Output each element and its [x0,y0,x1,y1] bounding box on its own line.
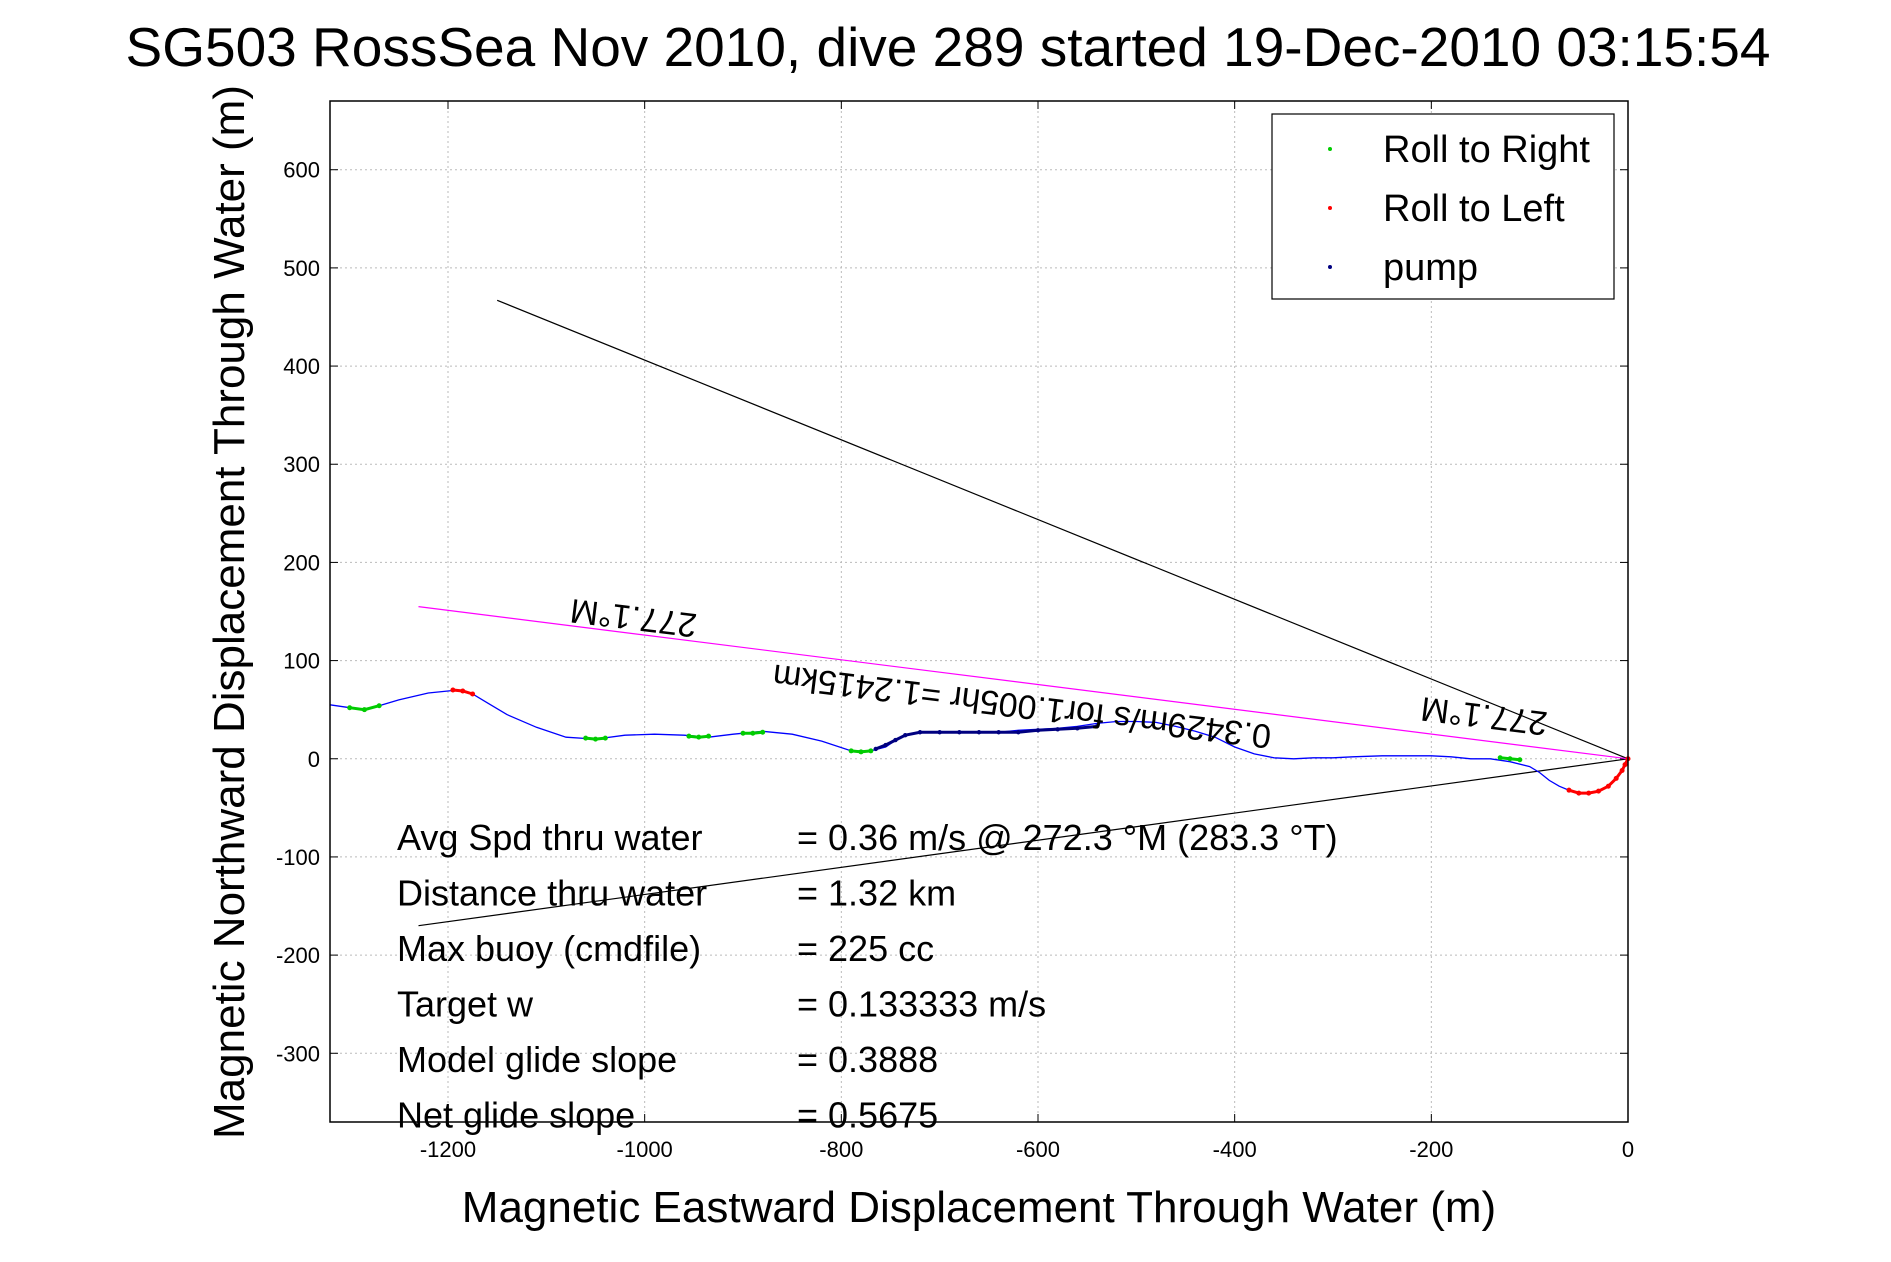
roll-right-point [593,736,598,742]
roll-left-point [1586,790,1592,796]
stat-label: Model glide slope [397,1039,677,1080]
pump-point [1055,727,1060,732]
x-axis-label: Magnetic Eastward Displacement Through W… [462,1183,1496,1232]
chart-title: SG503 RossSea Nov 2010, dive 289 started… [126,16,1771,78]
roll-right-point [686,733,692,739]
legend-marker [1328,265,1332,269]
roll-right-point [1497,755,1503,761]
y-tick-label: 600 [283,158,320,183]
roll-right-point [740,730,746,736]
y-tick-label: 0 [308,747,320,772]
pump-point [957,730,962,735]
roll-right-point [376,703,382,709]
x-tick-label: -400 [1213,1137,1257,1162]
x-tick-label: -200 [1409,1137,1453,1162]
roll-left-point [1596,788,1601,794]
magenta-heading-line [418,606,1629,760]
black-line-lower [418,758,1629,927]
stat-label: Target w [397,984,534,1025]
roll-right-point [848,748,854,754]
roll-right-point [1507,756,1513,762]
roll-right-point [858,749,864,755]
roll-left-point [1622,762,1628,768]
roll-left-point [470,691,476,697]
pump-point [873,746,878,752]
y-tick-label: 200 [283,550,320,575]
stat-value: = 0.36 m/s @ 272.3 °M (283.3 °T) [797,817,1338,858]
stat-label: Max buoy (cmdfile) [397,928,701,969]
roll-left-point [1605,783,1611,789]
pump-point [1094,724,1100,729]
y-tick-label: 100 [283,649,320,674]
legend-label: Roll to Right [1383,129,1590,171]
x-tick-label: 0 [1622,1137,1634,1162]
roll-right-point [868,748,874,754]
pump-point [903,732,908,738]
y-tick-label: 300 [283,452,320,477]
axis-ticks: -1200 -1000 -800 -600 -400 -200 0-300-200-1000… [276,101,1634,1162]
y-tick-label: 500 [283,256,320,281]
legend: Roll to Right Roll to Left pump [1271,113,1615,300]
pump-point [1016,730,1021,735]
y-axis-label: Magnetic Northward Displacement Through … [205,85,254,1139]
pump-point [937,730,942,735]
black-line-upper [496,299,1629,760]
roll-right-point [602,735,608,741]
data-series [329,299,1631,927]
roll-right-point [706,733,712,739]
stat-value: = 1.32 km [797,873,956,914]
pump-point [1035,728,1041,733]
roll-right-point [361,707,367,713]
x-tick-label: -600 [1016,1137,1060,1162]
stat-value: = 0.5675 [797,1095,938,1136]
stat-value: = 0.3888 [797,1039,938,1080]
roll-left-point [460,688,466,694]
stat-label: Avg Spd thru water [397,817,703,858]
stat-value: = 0.133333 m/s [797,984,1046,1025]
roll-left-point [1613,775,1619,781]
plot-frame [329,100,1629,1123]
roll-left-point [1619,768,1625,774]
roll-right-point [1517,757,1523,763]
roll-right-point [347,705,353,711]
legend-label: Roll to Left [1383,188,1565,230]
roll-right-point [760,729,766,735]
legend-marker [1328,206,1332,210]
pump-point [883,742,888,748]
legend-marker [1328,147,1332,151]
pump-point [976,730,982,735]
roll-left-point [450,687,456,693]
x-tick-label: -800 [819,1137,863,1162]
legend-label: pump [1383,247,1478,289]
pump-point [917,730,923,735]
roll-left-point [1566,787,1572,793]
y-tick-label: 400 [283,354,320,379]
x-tick-label: -1200 [420,1137,476,1162]
stat-label: Net glide slope [397,1095,635,1136]
y-tick-label: -300 [276,1041,320,1066]
roll-right-point [750,730,756,736]
roll-right-point [583,735,589,741]
pump-point [996,730,1001,735]
stat-value: = 225 cc [797,928,934,969]
stat-label: Distance thru water [397,873,707,914]
roll-right-point [696,734,702,740]
y-tick-label: -200 [276,943,320,968]
x-tick-label: -1000 [617,1137,673,1162]
pump-point [893,737,898,743]
stats-block: Avg Spd thru water = 0.36 m/s @ 272.3 °M … [397,817,1338,1136]
dive-track-line [329,689,1629,794]
pump-point [1075,726,1080,731]
roll-left-point [1576,790,1582,796]
y-tick-label: -100 [276,845,320,870]
